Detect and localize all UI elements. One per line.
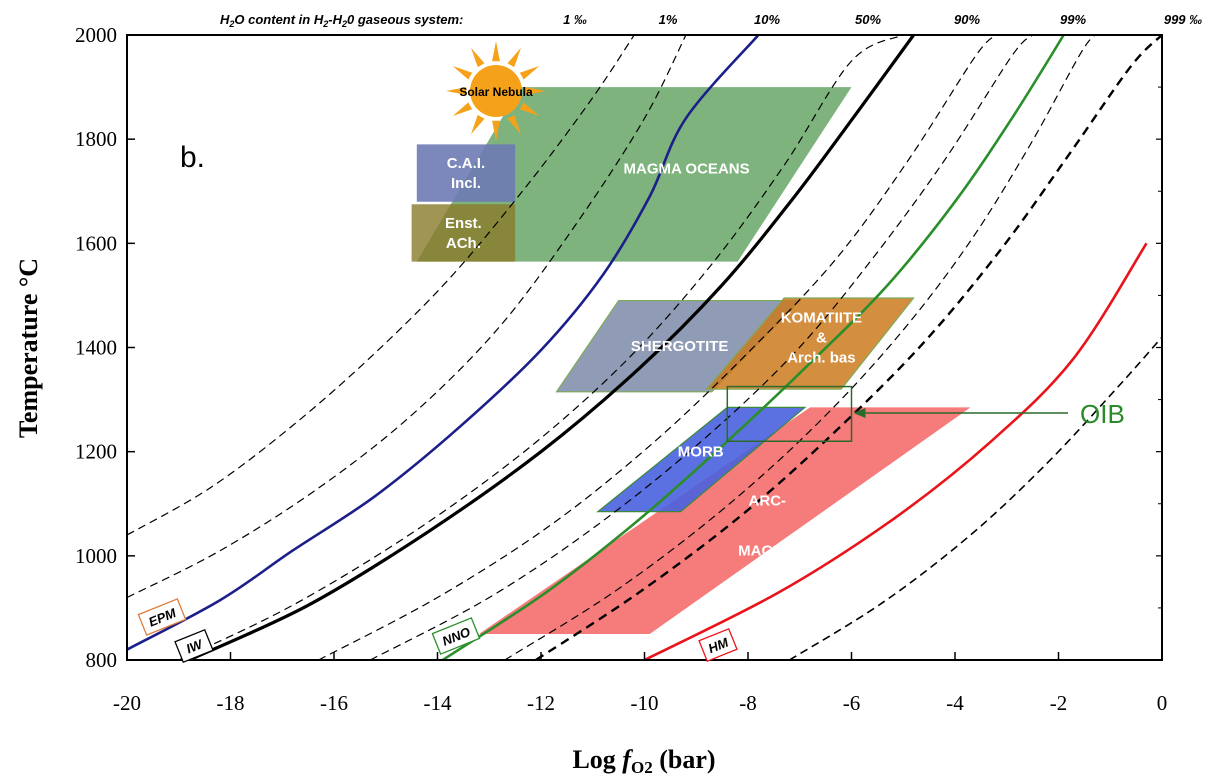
x-tick-label: -20	[113, 691, 141, 715]
annotations: Solar Nebula OIB	[446, 41, 1125, 442]
x-tick-label: -12	[527, 691, 555, 715]
oib-arrow-head	[853, 408, 866, 418]
x-axis-title: Log fO2 (bar)	[572, 745, 715, 775]
x-axis-title-sub: O2	[631, 758, 653, 775]
solar-nebula-label: Solar Nebula	[459, 85, 533, 99]
buffer-curve-hm	[643, 242, 1148, 660]
x-tick-label: -10	[631, 691, 659, 715]
top-axis-label: 1%	[659, 12, 678, 27]
y-tick-label: 1600	[75, 231, 117, 255]
region-3	[555, 300, 802, 393]
region-1	[416, 144, 516, 202]
top-axis-label: 50%	[855, 12, 881, 27]
buffer-curve-epm	[127, 35, 760, 651]
top-axis-label: 10%	[754, 12, 780, 27]
x-tick-label: -8	[739, 691, 757, 715]
top-axis-label: 999 ‰	[1164, 12, 1202, 27]
y-tick-label: 800	[86, 648, 118, 672]
region-label-5: ARC-MAGMA	[738, 493, 796, 560]
x-tick-label: -6	[843, 691, 861, 715]
y-axis: 800 1000 1200 1400 1600 1800 2000	[75, 23, 1162, 672]
buffer-label-text: IW	[184, 636, 206, 657]
dashed-lines-layer	[127, 35, 1162, 660]
sun-icon	[446, 41, 546, 141]
y-tick-label: 1800	[75, 127, 117, 151]
region-label-0: MAGMA OCEANS	[624, 160, 750, 177]
buffer-label-hm: HM	[698, 627, 738, 663]
x-axis-title-italic: f	[622, 745, 633, 774]
panel-label: b.	[180, 141, 205, 174]
x-axis-title-main: Log	[572, 745, 622, 774]
buffer-label-text: HM	[706, 634, 731, 656]
buffer-label-nno: NNO	[431, 617, 481, 655]
top-axis-label: 90%	[954, 12, 980, 27]
dashed-line-3	[318, 35, 997, 660]
x-tick-label: 0	[1157, 691, 1168, 715]
dashed-line-0	[127, 35, 635, 536]
top-axis-title: H2O content in H2-H20 gaseous system:	[220, 12, 463, 29]
region-label-1: C.A.I. Incl.	[447, 155, 485, 192]
y-axis-title: Temperature °C	[14, 258, 43, 438]
dashed-line-2	[178, 35, 904, 660]
buffer-curve-nno	[441, 35, 1065, 660]
x-axis-title-unit: (bar)	[653, 745, 716, 774]
dashed-line-5	[504, 35, 1096, 660]
region-label-2: Enst. ACh.	[445, 215, 482, 252]
x-tick-label: -16	[320, 691, 348, 715]
buffer-curves-layer	[127, 35, 1148, 660]
y-tick-label: 1400	[75, 336, 117, 360]
region-label-6: MORB	[678, 443, 724, 460]
x-tick-label: -14	[424, 691, 452, 715]
region-labels-layer: MAGMA OCEANS C.A.I. Incl. Enst. ACh. SHERGOTI…	[445, 155, 862, 560]
oib-box	[726, 385, 853, 442]
top-axis-label: 1 ‰	[563, 12, 587, 27]
region-6	[596, 406, 807, 513]
region-5	[478, 407, 971, 634]
buffer-label-epm: EPM	[137, 598, 187, 636]
region-4	[705, 297, 915, 390]
dashed-line-7	[788, 336, 1162, 660]
y-tick-label: 1000	[75, 544, 117, 568]
region-label-4: KOMATIITE & Arch. bas	[781, 310, 862, 367]
x-tick-label: -2	[1050, 691, 1068, 715]
region-0	[416, 87, 852, 262]
region-2	[411, 204, 516, 262]
top-axis-label: 99%	[1060, 12, 1086, 27]
oib-label: OIB	[1080, 399, 1125, 429]
y-tick-label: 1200	[75, 440, 117, 464]
y-tick-label: 2000	[75, 23, 117, 47]
region-label-3: SHERGOTITE	[631, 338, 729, 355]
buffer-curve-iw	[188, 35, 915, 660]
dashed-line-1	[127, 35, 687, 599]
buffer-label-iw: IW	[174, 628, 214, 664]
regions-layer	[411, 87, 971, 634]
dashed-line-6	[535, 35, 1162, 660]
x-axis: -20 -18 -16 -14 -12 -10 -8 -6 -4 -2 0	[113, 652, 1167, 715]
top-axis: H2O content in H2-H20 gaseous system: 1 ‰…	[220, 12, 1202, 29]
x-tick-label: -18	[217, 691, 245, 715]
x-tick-label: -4	[946, 691, 964, 715]
